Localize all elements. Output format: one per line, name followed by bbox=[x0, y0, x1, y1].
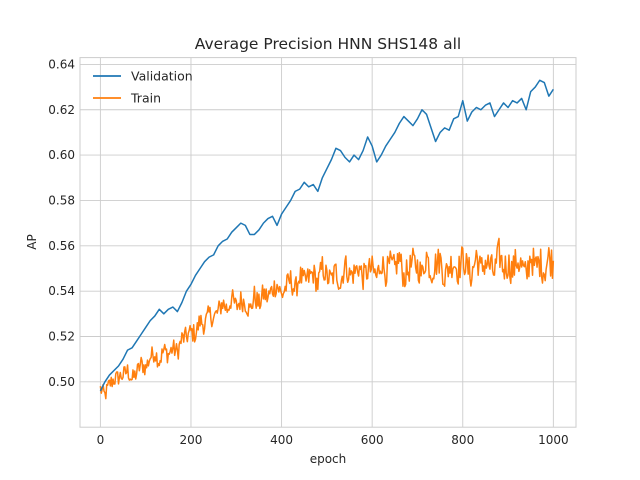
x-tick-label: 800 bbox=[451, 433, 474, 447]
y-tick-labels: 0.50 0.52 0.54 0.56 0.58 0.60 0.62 0.64 bbox=[48, 57, 75, 388]
x-tick-label: 0 bbox=[97, 433, 105, 447]
x-tick-label: 400 bbox=[270, 433, 293, 447]
x-tick-labels: 0 200 400 600 800 1000 bbox=[97, 433, 569, 447]
y-tick-label: 0.54 bbox=[48, 284, 75, 298]
series-line-train bbox=[99, 237, 555, 400]
chart-title: Average Precision HNN SHS148 all bbox=[195, 35, 461, 53]
legend: Validation Train bbox=[93, 69, 193, 106]
y-tick-label: 0.50 bbox=[48, 375, 75, 389]
y-tick-label: 0.62 bbox=[48, 103, 75, 117]
x-tick-label: 1000 bbox=[538, 433, 569, 447]
plot-frame bbox=[79, 57, 577, 428]
y-tick-label: 0.52 bbox=[48, 330, 75, 344]
y-tick-label: 0.60 bbox=[48, 148, 75, 162]
x-axis-label: epoch bbox=[310, 452, 347, 466]
series-layer bbox=[99, 79, 555, 400]
y-tick-label: 0.64 bbox=[48, 57, 75, 71]
y-tick-label: 0.56 bbox=[48, 239, 75, 253]
y-tick-label: 0.58 bbox=[48, 193, 75, 207]
legend-label-validation: Validation bbox=[131, 69, 193, 84]
legend-label-train: Train bbox=[130, 91, 161, 106]
x-tick-label: 200 bbox=[180, 433, 203, 447]
x-tick-label: 600 bbox=[361, 433, 384, 447]
y-axis-label: AP bbox=[25, 234, 39, 249]
series-line-validation bbox=[99, 79, 554, 392]
grid bbox=[80, 57, 576, 428]
